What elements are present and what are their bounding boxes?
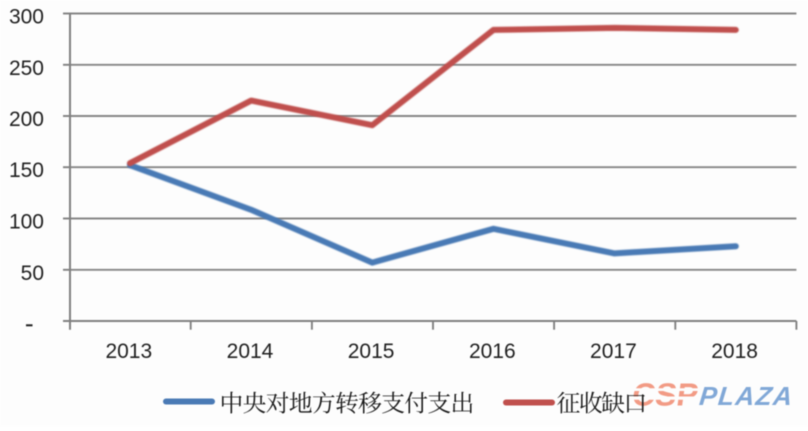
svg-text:150: 150 <box>9 159 44 182</box>
svg-text:250: 250 <box>9 57 44 80</box>
svg-text:50: 50 <box>21 262 44 285</box>
svg-text:2014: 2014 <box>227 340 274 363</box>
svg-text:PLAZA: PLAZA <box>698 381 795 411</box>
svg-text:2013: 2013 <box>105 340 152 363</box>
svg-text:CSP: CSP <box>630 377 701 413</box>
svg-text:100: 100 <box>9 211 44 234</box>
svg-text:2016: 2016 <box>469 340 516 363</box>
svg-text:200: 200 <box>9 108 44 131</box>
svg-text:2017: 2017 <box>590 340 637 363</box>
svg-text:2018: 2018 <box>711 340 758 363</box>
svg-text:2015: 2015 <box>348 340 395 363</box>
svg-text:300: 300 <box>9 6 44 29</box>
